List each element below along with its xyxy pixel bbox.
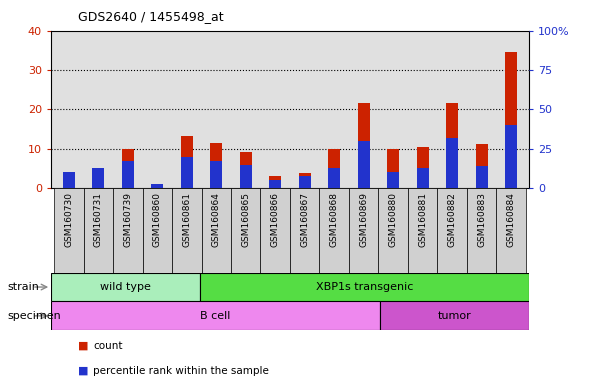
- Text: GSM160882: GSM160882: [448, 192, 457, 247]
- Bar: [358, 141, 370, 188]
- Bar: [447, 138, 458, 188]
- Bar: [379, 188, 408, 273]
- Bar: [476, 166, 487, 188]
- Bar: [387, 149, 399, 188]
- Bar: [63, 172, 75, 188]
- Text: GSM160867: GSM160867: [300, 192, 310, 247]
- Bar: [328, 149, 340, 188]
- Bar: [54, 188, 84, 273]
- Bar: [151, 184, 163, 188]
- Bar: [299, 173, 311, 188]
- Bar: [505, 125, 517, 188]
- Bar: [476, 144, 487, 188]
- Bar: [328, 169, 340, 188]
- Bar: [349, 188, 379, 273]
- Bar: [447, 103, 458, 188]
- Bar: [172, 188, 201, 273]
- Text: GSM160861: GSM160861: [182, 192, 191, 247]
- Text: XBP1s transgenic: XBP1s transgenic: [316, 282, 413, 292]
- Bar: [181, 136, 193, 188]
- Text: count: count: [93, 341, 123, 351]
- Bar: [240, 152, 252, 188]
- Bar: [122, 161, 133, 188]
- Bar: [181, 157, 193, 188]
- Text: wild type: wild type: [100, 282, 151, 292]
- Bar: [380, 301, 529, 330]
- Bar: [496, 188, 526, 273]
- Text: GSM160731: GSM160731: [94, 192, 103, 247]
- Bar: [201, 188, 231, 273]
- Bar: [408, 188, 438, 273]
- Bar: [93, 169, 104, 188]
- Bar: [358, 103, 370, 188]
- Text: GSM160868: GSM160868: [330, 192, 339, 247]
- Bar: [142, 188, 172, 273]
- Text: tumor: tumor: [438, 311, 471, 321]
- Text: specimen: specimen: [7, 311, 61, 321]
- Bar: [231, 188, 260, 273]
- Bar: [84, 188, 113, 273]
- Bar: [122, 149, 133, 188]
- Bar: [151, 184, 163, 188]
- Text: B cell: B cell: [200, 311, 231, 321]
- Bar: [240, 164, 252, 188]
- Text: GSM160739: GSM160739: [123, 192, 132, 247]
- Text: ■: ■: [78, 341, 88, 351]
- Bar: [387, 172, 399, 188]
- Bar: [505, 52, 517, 188]
- Bar: [93, 172, 104, 188]
- Bar: [113, 188, 142, 273]
- Bar: [210, 143, 222, 188]
- Text: ■: ■: [78, 366, 88, 376]
- Text: GSM160865: GSM160865: [241, 192, 250, 247]
- Bar: [320, 188, 349, 273]
- Bar: [269, 180, 281, 188]
- Bar: [63, 176, 75, 188]
- Text: GSM160883: GSM160883: [477, 192, 486, 247]
- Text: percentile rank within the sample: percentile rank within the sample: [93, 366, 269, 376]
- Text: GDS2640 / 1455498_at: GDS2640 / 1455498_at: [78, 10, 224, 23]
- Text: GSM160869: GSM160869: [359, 192, 368, 247]
- Bar: [467, 188, 496, 273]
- Text: GSM160880: GSM160880: [389, 192, 398, 247]
- Text: GSM160881: GSM160881: [418, 192, 427, 247]
- Bar: [417, 147, 429, 188]
- Text: strain: strain: [7, 282, 39, 292]
- Bar: [290, 188, 320, 273]
- Bar: [51, 273, 200, 301]
- Text: GSM160860: GSM160860: [153, 192, 162, 247]
- Bar: [417, 169, 429, 188]
- Text: GSM160884: GSM160884: [507, 192, 516, 247]
- Bar: [260, 188, 290, 273]
- Bar: [269, 175, 281, 188]
- Text: GSM160730: GSM160730: [64, 192, 73, 247]
- Bar: [438, 188, 467, 273]
- Bar: [200, 273, 529, 301]
- Text: GSM160864: GSM160864: [212, 192, 221, 247]
- Bar: [210, 161, 222, 188]
- Text: GSM160866: GSM160866: [270, 192, 279, 247]
- Bar: [51, 301, 380, 330]
- Bar: [299, 176, 311, 188]
